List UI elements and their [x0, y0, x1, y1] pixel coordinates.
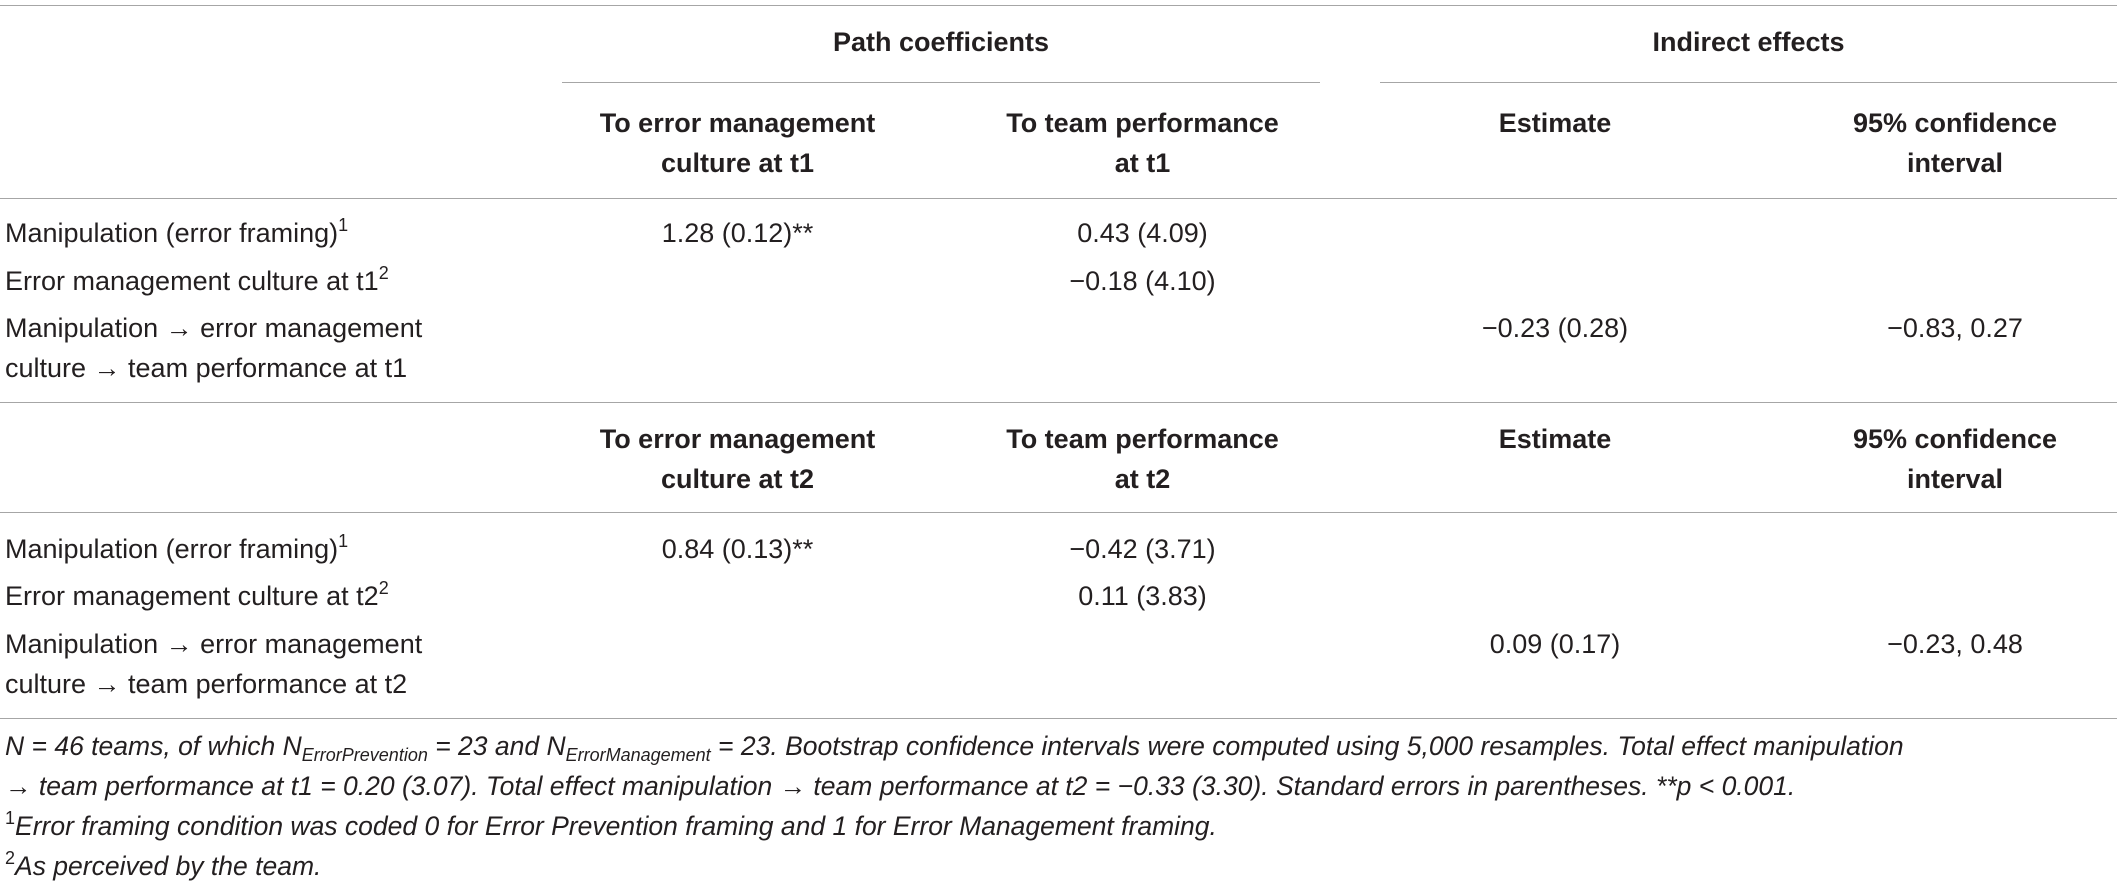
group-header-indirect-effects: Indirect effects: [1652, 27, 1845, 57]
row-label: Manipulation → error management culture →…: [5, 629, 423, 699]
footnote-1: 1Error framing condition was coded 0 for…: [5, 808, 1217, 841]
group-header-path-coefficients: Path coefficients: [832, 27, 1050, 57]
indirect-effects-rule: [1380, 82, 2117, 83]
cell-value: 1.28 (0.12)**: [661, 218, 814, 248]
cell-value: −0.23, 0.48: [1887, 629, 2023, 659]
block1-col4-header: 95% confidence interval: [1852, 108, 2058, 178]
cell-value: 0.43 (4.09): [1077, 218, 1208, 248]
row-label: Error management culture at t12: [5, 263, 389, 296]
cell-value: 0.09 (0.17): [1489, 629, 1621, 659]
cell-value: −0.83, 0.27: [1887, 313, 2023, 343]
table-notes: N = 46 teams, of which NErrorPrevention …: [5, 726, 2111, 886]
header-bottom-rule: [0, 198, 2117, 199]
cell-value: −0.42 (3.71): [1069, 534, 1216, 564]
footnote-2: 2As perceived by the team.: [5, 848, 322, 881]
block2-col2-header: To team performance at t2: [1006, 424, 1279, 494]
block1-col2-header: To team performance at t1: [1006, 108, 1279, 178]
row-label: Manipulation → error management culture →…: [5, 313, 423, 383]
block2-col3-header: Estimate: [1498, 424, 1612, 454]
cell-value: 0.11 (3.83): [1078, 581, 1207, 611]
block1-col1-header: To error management culture at t1: [599, 108, 876, 178]
row-label: Manipulation (error framing)1: [5, 531, 349, 564]
note-line-2: → team performance at t1 = 0.20 (3.07). …: [5, 771, 1796, 801]
row-label: Manipulation (error framing)1: [5, 215, 349, 248]
block2-col4-header: 95% confidence interval: [1852, 424, 2058, 494]
path-coefficients-rule: [562, 82, 1320, 83]
cell-value: −0.23 (0.28): [1481, 313, 1629, 343]
cell-value: 0.84 (0.13)**: [661, 534, 814, 564]
block2-col1-header: To error management culture at t2: [599, 424, 876, 494]
block1-bottom-rule: [0, 402, 2117, 403]
cell-value: −0.18 (4.10): [1069, 266, 1216, 296]
table-bottom-rule: [0, 718, 2117, 719]
block2-header-rule: [0, 512, 2117, 513]
block1-col3-header: Estimate: [1498, 108, 1612, 138]
row-label: Error management culture at t22: [5, 578, 389, 611]
note-line-1: N = 46 teams, of which NErrorPrevention …: [5, 731, 1904, 765]
top-rule: [0, 5, 2117, 6]
